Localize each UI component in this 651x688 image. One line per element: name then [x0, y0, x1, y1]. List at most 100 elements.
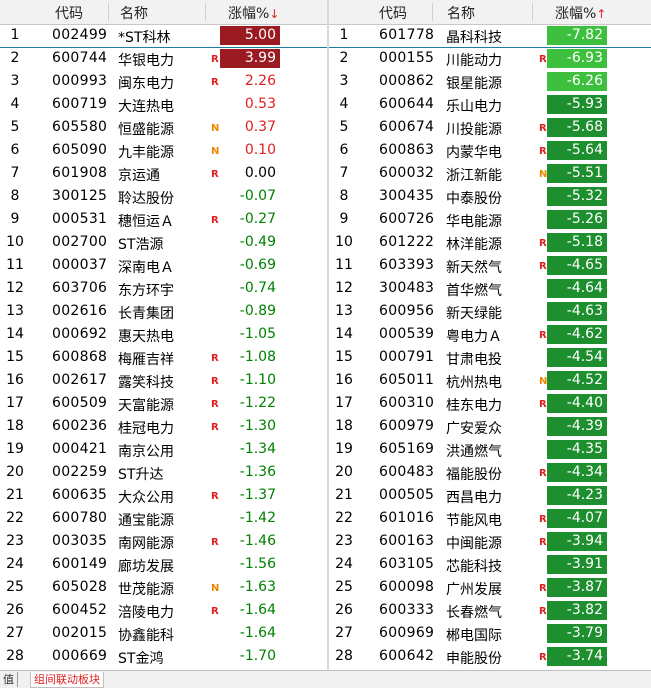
table-row[interactable]: 21 600635 大众公用 R -1.37: [0, 484, 327, 507]
table-row[interactable]: 6 605090 九丰能源 N 0.10: [0, 139, 327, 162]
row-index: 26: [335, 602, 353, 618]
header-change[interactable]: 涨幅%↓: [228, 3, 279, 23]
stock-code: 002015: [52, 625, 108, 641]
table-row[interactable]: 28 000669 ST金鸿 -1.70: [0, 645, 327, 668]
stock-code: 600236: [52, 418, 108, 434]
table-row[interactable]: 11 000037 深南电Ａ -0.69: [0, 254, 327, 277]
table-row[interactable]: 19 000421 南京公用 -1.34: [0, 438, 327, 461]
row-index: 4: [339, 96, 349, 112]
table-row[interactable]: 15 000791 甘肃电投 -4.54: [329, 346, 651, 369]
table-row[interactable]: 3 000993 闽东电力 R 2.26: [0, 70, 327, 93]
panel-divider[interactable]: [327, 0, 329, 670]
table-row[interactable]: 12 300483 首华燃气 -4.64: [329, 277, 651, 300]
table-row[interactable]: 28 600642 申能股份 R -3.74: [329, 645, 651, 668]
header-change[interactable]: 涨幅%↑: [555, 3, 606, 23]
stock-name: 长春燃气: [446, 605, 502, 621]
table-row[interactable]: 4 600719 大连热电 0.53: [0, 93, 327, 116]
table-row[interactable]: 15 600868 梅雁吉祥 R -1.08: [0, 346, 327, 369]
table-row[interactable]: 21 000505 西昌电力 -4.23: [329, 484, 651, 507]
row-index: 2: [10, 50, 20, 66]
table-row[interactable]: 23 003035 南网能源 R -1.46: [0, 530, 327, 553]
table-row[interactable]: 22 600780 通宝能源 -1.42: [0, 507, 327, 530]
row-index: 1: [10, 27, 20, 43]
header-name[interactable]: 名称: [120, 6, 148, 22]
table-row[interactable]: 9 600726 华电能源 -5.26: [329, 208, 651, 231]
stock-name: 广安爱众: [446, 421, 502, 437]
table-row[interactable]: 2 600744 华银电力 R 3.99: [0, 47, 327, 70]
table-row[interactable]: 8 300125 聆达股份 -0.07: [0, 185, 327, 208]
table-row[interactable]: 25 605028 世茂能源 N -1.63: [0, 576, 327, 599]
table-row[interactable]: 8 300435 中泰股份 -5.32: [329, 185, 651, 208]
header-code[interactable]: 代码: [379, 6, 407, 22]
table-row[interactable]: 16 002617 露笑科技 R -1.10: [0, 369, 327, 392]
table-row[interactable]: 24 603105 芯能科技 -3.91: [329, 553, 651, 576]
stock-code: 605169: [379, 441, 435, 457]
row-index: 13: [335, 303, 353, 319]
table-row[interactable]: 27 600969 郴电国际 -3.79: [329, 622, 651, 645]
change-percent: 2.26: [244, 73, 276, 89]
table-row[interactable]: 16 605011 杭州热电 N -4.52: [329, 369, 651, 392]
row-index: 25: [6, 579, 24, 595]
stock-code: 600719: [52, 96, 108, 112]
header-name[interactable]: 名称: [447, 6, 475, 22]
table-row[interactable]: 24 600149 廊坊发展 -1.56: [0, 553, 327, 576]
tab-value[interactable]: 值: [0, 672, 18, 687]
table-row[interactable]: 23 600163 中闽能源 R -3.94: [329, 530, 651, 553]
table-row[interactable]: 26 600452 涪陵电力 R -1.64: [0, 599, 327, 622]
table-row[interactable]: 6 600863 内蒙华电 R -5.64: [329, 139, 651, 162]
row-index: 12: [335, 280, 353, 296]
table-row[interactable]: 25 600098 广州发展 R -3.87: [329, 576, 651, 599]
table-row[interactable]: 27 002015 协鑫能科 -1.64: [0, 622, 327, 645]
stock-name: 林洋能源: [446, 237, 502, 253]
table-row[interactable]: 12 603706 东方环宇 -0.74: [0, 277, 327, 300]
stock-code: 300435: [379, 188, 435, 204]
table-row[interactable]: 19 605169 洪通燃气 -4.35: [329, 438, 651, 461]
margin-flag-badge: R: [539, 261, 547, 272]
change-percent: -3.94: [547, 532, 607, 551]
table-row[interactable]: 26 600333 长春燃气 R -3.82: [329, 599, 651, 622]
table-row[interactable]: 20 002259 ST升达 -1.36: [0, 461, 327, 484]
change-percent: -4.62: [547, 325, 607, 344]
stock-code: 600483: [379, 464, 435, 480]
table-row[interactable]: 5 600674 川投能源 R -5.68: [329, 116, 651, 139]
stock-code: 601778: [379, 27, 435, 43]
table-row[interactable]: 7 601908 京运通 R 0.00: [0, 162, 327, 185]
row-index: 2: [339, 50, 349, 66]
table-row[interactable]: 17 600310 桂东电力 R -4.40: [329, 392, 651, 415]
table-row[interactable]: 4 600644 乐山电力 -5.93: [329, 93, 651, 116]
table-row[interactable]: 3 000862 银星能源 -6.26: [329, 70, 651, 93]
table-row[interactable]: 20 600483 福能股份 R -4.34: [329, 461, 651, 484]
table-row[interactable]: 18 600236 桂冠电力 R -1.30: [0, 415, 327, 438]
stock-name: 大众公用: [118, 490, 174, 506]
stock-code: 000862: [379, 73, 435, 89]
table-row[interactable]: 14 000539 粤电力Ａ R -4.62: [329, 323, 651, 346]
stock-name: 深南电Ａ: [118, 260, 174, 276]
change-percent: -1.08: [239, 349, 276, 365]
table-row[interactable]: 14 000692 惠天热电 -1.05: [0, 323, 327, 346]
table-row[interactable]: 11 603393 新天然气 R -4.65: [329, 254, 651, 277]
table-row[interactable]: 17 600509 天富能源 R -1.22: [0, 392, 327, 415]
table-row[interactable]: 22 601016 节能风电 R -4.07: [329, 507, 651, 530]
change-percent: -1.42: [239, 510, 276, 526]
table-row[interactable]: 5 605580 恒盛能源 N 0.37: [0, 116, 327, 139]
change-percent: -0.07: [239, 188, 276, 204]
table-row[interactable]: 1 002499 *ST科林 5.00: [0, 24, 327, 48]
table-row[interactable]: 9 000531 穗恒运Ａ R -0.27: [0, 208, 327, 231]
table-row[interactable]: 7 600032 浙江新能 N -5.51: [329, 162, 651, 185]
table-row[interactable]: 10 002700 ST浩源 -0.49: [0, 231, 327, 254]
table-row[interactable]: 2 000155 川能动力 R -6.93: [329, 47, 651, 70]
stock-code: 600509: [52, 395, 108, 411]
stock-code: 605028: [52, 579, 108, 595]
stock-name: 浙江新能: [446, 168, 502, 184]
change-percent: -1.05: [239, 326, 276, 342]
table-row[interactable]: 13 002616 长青集团 -0.89: [0, 300, 327, 323]
table-row[interactable]: 10 601222 林洋能源 R -5.18: [329, 231, 651, 254]
tab-group-linked-sector[interactable]: 组间联动板块: [30, 672, 104, 688]
margin-flag-badge: R: [211, 353, 219, 364]
table-row[interactable]: 13 600956 新天绿能 -4.63: [329, 300, 651, 323]
table-row[interactable]: 18 600979 广安爱众 -4.39: [329, 415, 651, 438]
table-row[interactable]: 1 601778 晶科科技 -7.82: [329, 24, 651, 48]
margin-flag-badge: R: [539, 514, 547, 525]
header-code[interactable]: 代码: [55, 6, 83, 22]
margin-flag-badge: R: [211, 491, 219, 502]
